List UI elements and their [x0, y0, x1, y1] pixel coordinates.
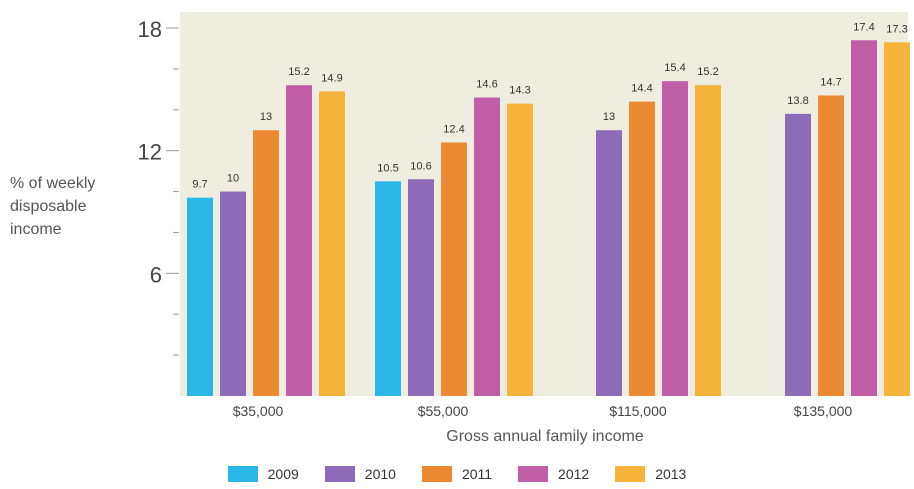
- bar: [785, 113, 811, 396]
- bar: [884, 42, 910, 397]
- legend-item-2013: 2013: [615, 466, 686, 482]
- bar: [286, 85, 312, 396]
- bar: [408, 179, 434, 396]
- bar: [596, 130, 622, 396]
- data-label: 14.7: [820, 76, 841, 88]
- bar: [187, 197, 213, 396]
- data-label: 17.4: [853, 21, 874, 33]
- data-label: 13.8: [787, 95, 808, 107]
- bar: [253, 130, 279, 396]
- legend-label: 2013: [655, 466, 687, 482]
- y-tick-label: 18: [138, 17, 162, 42]
- legend-item-2011: 2011: [421, 466, 493, 482]
- legend-swatch: [324, 466, 355, 482]
- legend-item-2010: 2010: [324, 466, 396, 482]
- data-label: 14.9: [321, 72, 342, 84]
- legend-item-2009: 2009: [227, 466, 299, 482]
- bar: [662, 81, 688, 397]
- legend-swatch: [227, 466, 258, 482]
- legend-label: 2010: [364, 466, 396, 482]
- data-label: 15.4: [664, 62, 685, 74]
- y-tick-label: 6: [150, 262, 162, 287]
- x-tick-label: $55,000: [418, 403, 469, 419]
- data-label: 10.5: [377, 162, 398, 174]
- data-label: 15.2: [697, 66, 718, 78]
- bar: [818, 95, 844, 396]
- x-tick-label: $115,000: [609, 403, 667, 419]
- x-axis-title: Gross annual family income: [446, 428, 644, 445]
- legend-swatch: [518, 466, 549, 482]
- data-label: 10.6: [410, 160, 431, 172]
- bar: [695, 85, 721, 396]
- x-axis: $35,000 $55,000 $115,000 $135,000: [233, 403, 853, 419]
- legend-label: 2009: [267, 466, 299, 482]
- legend-swatch: [421, 466, 452, 482]
- y-axis-title: % of weekly disposable income: [10, 172, 95, 241]
- data-label: 13: [260, 111, 272, 123]
- y-axis-title-line: % of weekly: [10, 175, 96, 192]
- legend-swatch: [615, 466, 646, 482]
- data-label: 12.4: [443, 123, 464, 135]
- legend: 2009 2010 2011 2012 2013: [0, 466, 914, 482]
- data-label: 9.7: [192, 179, 207, 191]
- legend-label: 2011: [461, 466, 493, 482]
- bar: [474, 97, 500, 396]
- bar: [507, 103, 533, 397]
- data-label: 13: [603, 111, 615, 123]
- bar: [375, 181, 401, 396]
- data-label: 15.2: [288, 66, 309, 78]
- bar: [441, 142, 467, 396]
- y-tick-label: 12: [138, 140, 162, 165]
- data-label: 14.4: [631, 83, 652, 95]
- bar: [220, 191, 246, 396]
- y-axis-title-line: income: [10, 221, 62, 238]
- data-label: 14.3: [509, 85, 530, 97]
- data-label: 10: [227, 173, 239, 185]
- bar: [851, 40, 877, 397]
- y-axis-title-line: disposable: [10, 198, 87, 215]
- data-label: 17.3: [886, 23, 907, 35]
- bar: [319, 91, 345, 396]
- data-label: 14.6: [476, 79, 497, 91]
- y-axis: 6 12 18: [138, 17, 179, 356]
- x-tick-label: $135,000: [794, 403, 853, 419]
- legend-item-2012: 2012: [518, 466, 589, 482]
- legend-label: 2012: [558, 466, 590, 482]
- bar: [629, 101, 655, 396]
- bars: 9.7 10 13 15.2 14.9 10.5 10.6 12.4 14.6 14.3 13 14.…: [187, 21, 910, 397]
- x-tick-label: $35,000: [233, 403, 284, 419]
